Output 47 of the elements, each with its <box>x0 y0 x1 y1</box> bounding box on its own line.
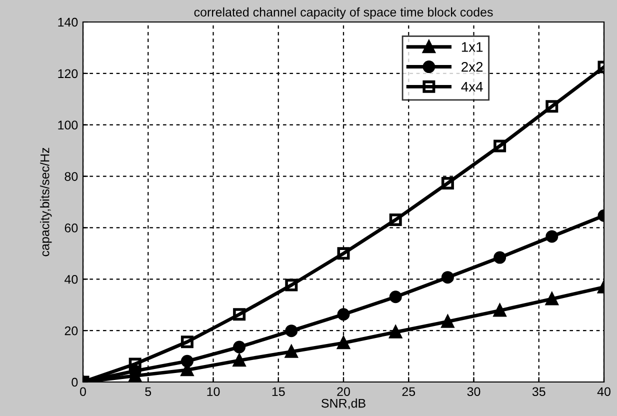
x-tick-label: 20 <box>337 387 350 396</box>
point <box>285 345 298 358</box>
x-tick-label: 15 <box>272 387 285 396</box>
x-axis-title: SNR,dB <box>321 398 366 410</box>
point <box>285 324 298 338</box>
x-tick-label: 25 <box>402 387 416 396</box>
point <box>389 290 402 304</box>
point <box>180 354 194 368</box>
point <box>441 271 454 284</box>
x-tick-label: 10 <box>207 387 220 396</box>
point <box>494 304 506 317</box>
y-tick-label: 120 <box>58 69 78 78</box>
point <box>546 292 558 306</box>
x-tick-label: 0 <box>80 387 86 396</box>
point <box>233 354 246 367</box>
y-tick-label: 140 <box>58 18 78 27</box>
point <box>285 278 298 292</box>
y-tick-label: 0 <box>72 378 78 387</box>
y-tick-label: 40 <box>64 274 78 284</box>
x-tick-label: 35 <box>532 387 546 396</box>
point <box>180 336 194 348</box>
point <box>389 326 402 338</box>
y-tick-label: 80 <box>64 172 78 181</box>
point <box>546 230 558 243</box>
point <box>389 213 402 226</box>
y-tick-label: 100 <box>58 120 78 130</box>
y-tick-label: 60 <box>64 224 78 232</box>
point <box>494 251 506 264</box>
x-tick-label: 5 <box>145 387 152 396</box>
y-tick-label: 20 <box>64 326 78 336</box>
legend-label: 4x4 <box>461 82 483 92</box>
legend-label: 2x2 <box>462 62 483 72</box>
point <box>441 315 454 328</box>
point <box>494 140 506 152</box>
y-axis-title: capacity,bits/sec/Hz <box>40 148 52 256</box>
point <box>233 308 246 321</box>
point <box>337 336 350 350</box>
point <box>128 358 142 370</box>
point <box>337 247 350 260</box>
point <box>441 176 454 190</box>
legend-label: 1x1 <box>462 42 483 52</box>
point <box>337 308 350 321</box>
x-tick-label: 40 <box>597 387 610 396</box>
x-tick-label: 30 <box>467 387 480 396</box>
point <box>546 100 558 113</box>
chart-title: correlated channel capacity of space time block codes <box>194 7 493 20</box>
point <box>233 340 246 354</box>
